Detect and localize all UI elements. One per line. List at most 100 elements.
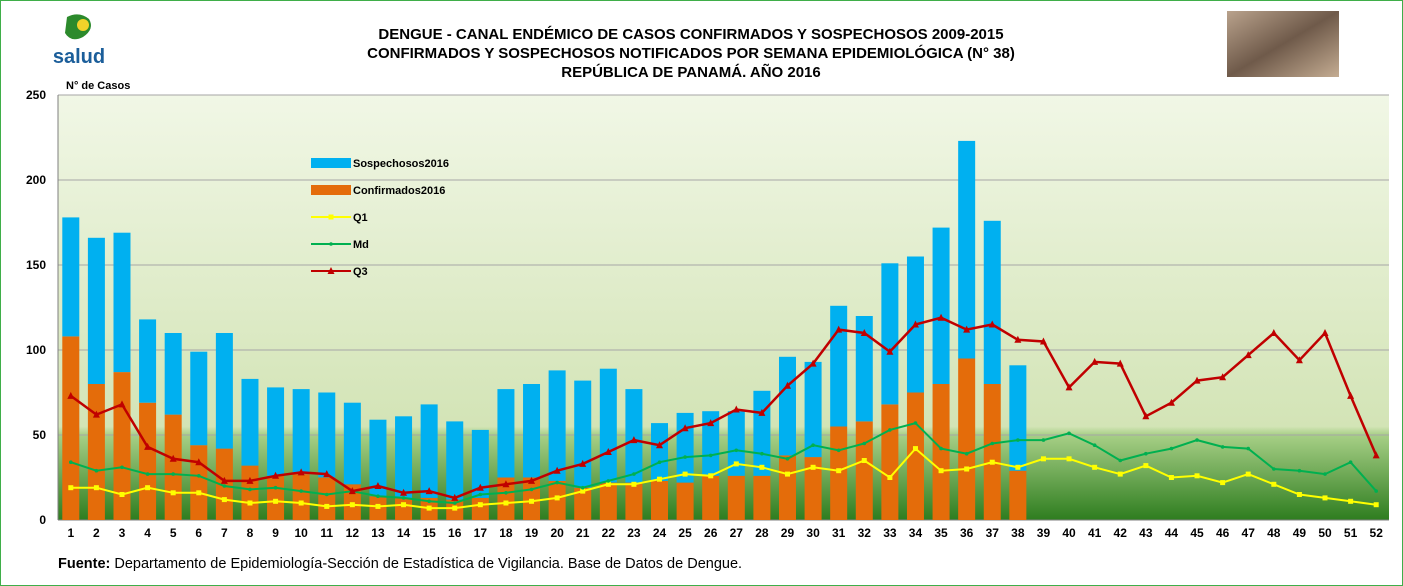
bar [497,389,514,477]
bar [165,333,182,415]
line-marker [120,466,124,470]
source-label: Fuente: [58,556,110,572]
y-tick-label: 200 [26,173,46,187]
x-tick-label: 13 [371,526,385,540]
line-marker [914,421,918,425]
line-marker [939,468,944,473]
line-marker [1016,438,1020,442]
bar [267,476,284,520]
line-marker [734,461,739,466]
line-marker [95,469,99,473]
line-marker [759,465,764,470]
bar [728,476,745,520]
bar [677,483,694,520]
bar [241,466,258,520]
line-marker [248,488,252,492]
y-tick-label: 150 [26,258,46,272]
line-marker [607,479,611,483]
line-marker [837,449,841,453]
x-tick-label: 23 [627,526,641,540]
legend-marker [329,215,334,220]
x-tick-label: 35 [934,526,948,540]
x-tick-label: 2 [93,526,100,540]
bar [830,427,847,521]
line-marker [247,501,252,506]
bar [830,306,847,427]
bar [113,233,130,372]
line-marker [887,475,892,480]
line-marker [811,465,816,470]
bar [318,393,335,478]
x-tick-label: 9 [272,526,279,540]
x-tick-label: 7 [221,526,228,540]
bar [421,404,438,498]
line-marker [683,472,688,477]
legend-swatch [311,185,351,195]
y-tick-label: 0 [39,513,46,527]
line-marker [171,472,175,476]
bar [984,384,1001,520]
line-marker [1118,459,1122,463]
x-tick-label: 28 [755,526,769,540]
bar [472,498,489,520]
line-marker [1298,469,1302,473]
line-marker [69,460,73,464]
chart-title: REPÚBLICA DE PANAMÁ. AÑO 2016 [561,63,820,81]
y-tick-label: 250 [26,88,46,102]
line-marker [427,506,432,511]
line-marker [1246,472,1251,477]
line-marker [376,494,380,498]
x-tick-label: 37 [986,526,1000,540]
line-marker [1092,465,1097,470]
bar [88,384,105,520]
x-tick-label: 15 [422,526,436,540]
bar [344,403,361,485]
x-tick-label: 27 [730,526,744,540]
x-tick-label: 6 [195,526,202,540]
source-text: Departamento de Epidemiología-Sección de… [114,556,742,572]
bar [753,391,770,476]
x-tick-label: 3 [119,526,126,540]
line-marker [1041,456,1046,461]
line-marker [1220,480,1225,485]
bar [933,228,950,384]
line-marker [1067,456,1072,461]
line-marker [888,428,892,432]
x-tick-label: 33 [883,526,897,540]
bar [62,217,79,336]
bar [267,387,284,475]
line-marker [1195,473,1200,478]
legend-label: Md [353,239,369,251]
x-tick-label: 17 [474,526,488,540]
bar [293,389,310,474]
bar [523,384,540,478]
line-marker [1323,472,1327,476]
bar [395,416,412,498]
bar [241,379,258,466]
line-marker [196,490,201,495]
line-marker [479,493,483,497]
line-marker [350,502,355,507]
legend-swatch [311,158,351,168]
line-marker [452,506,457,511]
x-tick-label: 4 [144,526,151,540]
line-marker [375,504,380,509]
x-tick-label: 20 [550,526,564,540]
x-tick-label: 30 [806,526,820,540]
line-marker [146,472,150,476]
line-marker [683,455,687,459]
line-marker [1297,492,1302,497]
bar [574,381,591,488]
line-marker [171,490,176,495]
bar [216,333,233,449]
source-note: Fuente: Departamento de Epidemiología-Se… [58,557,1118,571]
bar [779,455,796,520]
bar [702,476,719,520]
line-marker [811,443,815,447]
bar [549,481,566,520]
line-marker [530,488,534,492]
line-marker [734,449,738,453]
x-tick-label: 40 [1062,526,1076,540]
bar [113,372,130,520]
logo-text: salud [53,46,105,68]
